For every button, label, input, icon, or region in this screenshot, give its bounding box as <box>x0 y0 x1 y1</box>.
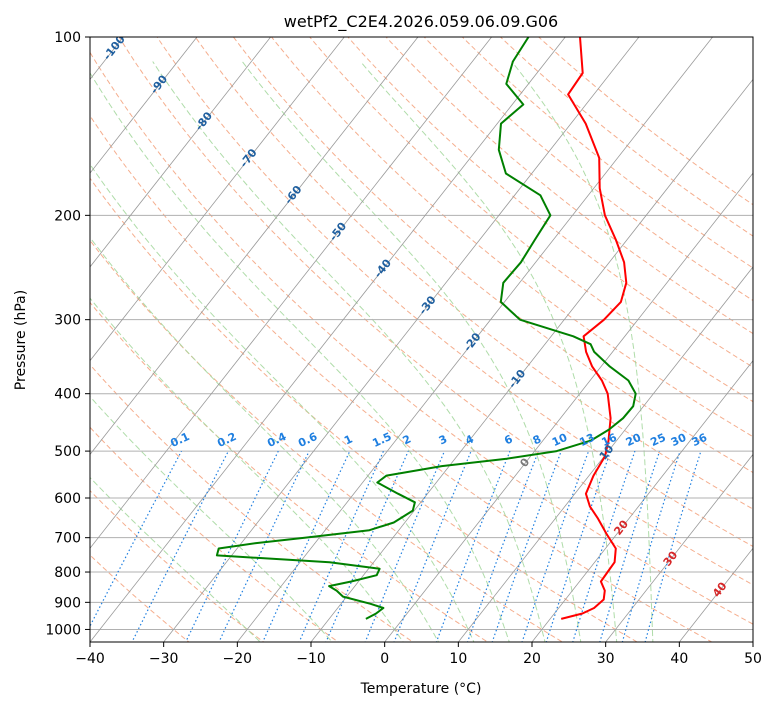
mixing-ratio-line <box>644 450 702 642</box>
y-axis: 1000 900 800 700 600 500 400 300 200 100 <box>45 30 90 638</box>
dry-adiabats <box>90 37 753 642</box>
dry-adiabat <box>90 177 639 642</box>
y-axis-label: Pressure (hPa) <box>13 290 29 390</box>
isotherm-line <box>90 37 493 549</box>
y-tick-label: 300 <box>54 313 81 329</box>
isotherm-line <box>384 172 753 642</box>
mixing-ratio-line <box>131 450 229 642</box>
moist-adiabat <box>152 61 546 642</box>
mixing-ratio-lines <box>90 450 702 642</box>
mixing-ratio-line <box>435 450 511 642</box>
moist-adiabat <box>90 163 475 642</box>
mixing-ratio-line <box>218 450 310 642</box>
x-tick-label: −10 <box>296 651 326 667</box>
x-tick-label: 40 <box>670 651 688 667</box>
plot-frame <box>89 36 754 643</box>
x-tick-label: 50 <box>744 651 762 667</box>
isotherm-line <box>90 37 419 456</box>
x-tick-label: 0 <box>380 651 389 667</box>
dry-adiabat <box>499 37 753 237</box>
mixing-ratio-label: 20 <box>624 431 644 449</box>
moist-adiabats <box>90 61 654 642</box>
dry-adiabat <box>232 37 753 474</box>
y-tick-label: 400 <box>54 387 81 403</box>
dry-adiabat <box>309 37 753 403</box>
mixing-ratio-label: 30 <box>669 431 689 449</box>
mixing-ratio-line <box>599 450 661 642</box>
dry-adiabat <box>90 301 489 642</box>
dry-adiabat <box>194 37 753 510</box>
temperature-trace <box>560 37 628 620</box>
dry-adiabat <box>270 37 753 438</box>
x-tick-label: −20 <box>223 651 253 667</box>
moist-adiabat <box>511 61 654 642</box>
isotherm-line <box>90 37 566 642</box>
dry-adiabat <box>90 51 753 625</box>
mixing-ratio-label: 25 <box>648 431 667 449</box>
dry-adiabat <box>347 37 753 368</box>
isotherm-line <box>236 37 714 642</box>
y-tick-label: 100 <box>54 30 81 46</box>
x-tick-label: 20 <box>523 651 541 667</box>
moist-adiabat <box>90 297 404 642</box>
dry-adiabat <box>90 239 564 642</box>
moist-adiabat <box>360 61 618 642</box>
isotherm-line <box>90 37 198 174</box>
y-tick-label: 200 <box>54 208 81 224</box>
y-tick-label: 900 <box>54 595 81 611</box>
mixing-ratio-label: 13 <box>577 431 596 449</box>
mixing-ratio-label: 10 <box>550 431 570 449</box>
dry-adiabat <box>90 426 340 642</box>
isotherm-line <box>605 453 753 642</box>
mixing-ratio-label: 36 <box>690 431 710 449</box>
y-tick-label: 700 <box>54 531 81 547</box>
y-tick-label: 500 <box>54 444 81 460</box>
sounding-traces <box>215 37 637 620</box>
dry-adiabat <box>461 37 753 269</box>
x-axis: −40 −30 −20 −10 0 10 20 30 40 50 <box>75 642 762 667</box>
mixing-ratio-line <box>393 450 472 642</box>
mixing-ratio-line <box>185 450 279 642</box>
moist-adiabat <box>90 395 333 642</box>
mixing-ratio-line <box>466 450 540 642</box>
y-tick-label: 600 <box>54 491 81 507</box>
mixing-ratio-line <box>325 450 409 642</box>
isotherm-line <box>90 37 272 268</box>
x-tick-label: −40 <box>75 651 105 667</box>
moist-adiabat <box>90 236 440 642</box>
isotherms <box>90 37 753 642</box>
dewpoint-trace <box>215 37 637 620</box>
y-tick-label: 1000 <box>45 622 81 638</box>
y-tick-label: 800 <box>54 565 81 581</box>
mixing-ratio-line <box>262 450 351 642</box>
mixing-ratio-line <box>364 450 446 642</box>
isotherm-line <box>90 37 345 362</box>
dry-adiabat <box>90 114 713 642</box>
x-tick-label: 10 <box>449 651 467 667</box>
x-axis-label: Temperature (°C) <box>360 681 482 697</box>
isotherm-line <box>531 360 753 642</box>
x-tick-label: 30 <box>597 651 615 667</box>
moist-adiabat <box>241 61 582 642</box>
isotherm-line <box>310 78 753 642</box>
dry-adiabat <box>90 489 265 642</box>
chart-title: wetPf2_C2E4.2026.059.06.09.G06 <box>284 12 558 32</box>
dry-adiabat <box>118 37 753 586</box>
dry-adiabat <box>385 37 753 335</box>
dry-adiabat <box>156 37 753 548</box>
isotherm-line <box>457 266 753 642</box>
mixing-ratio-line <box>621 450 681 642</box>
mixing-ratio-line <box>298 450 385 642</box>
x-tick-label: −30 <box>149 651 179 667</box>
mixing-ratio-label: 16 <box>600 431 620 449</box>
